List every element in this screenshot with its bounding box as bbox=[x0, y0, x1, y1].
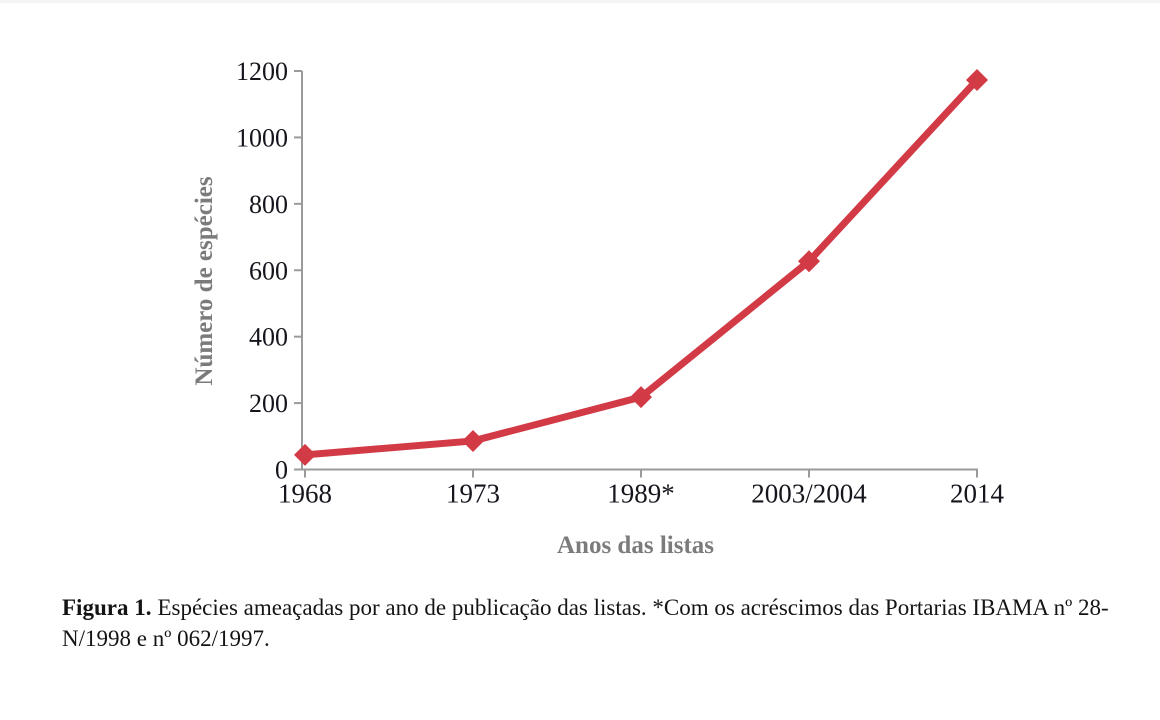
x-tick-label: 1989* bbox=[607, 479, 675, 509]
y-tick-label: 600 bbox=[249, 256, 288, 285]
chart-svg: 0 200 400 600 800 1000 1200 1968 1973 1989* 2003/2… bbox=[191, 57, 1005, 559]
x-tick-label: 2014 bbox=[950, 479, 1005, 509]
y-tick-label: 200 bbox=[249, 389, 288, 418]
figure-caption-text: Espécies ameaçadas por ano de publicação… bbox=[62, 595, 1109, 651]
data-point-marker bbox=[462, 429, 484, 452]
figure-caption-label: Figura 1. bbox=[62, 595, 152, 620]
y-tick-label: 1200 bbox=[236, 57, 288, 86]
data-point-marker bbox=[630, 386, 652, 409]
y-tick-label: 400 bbox=[249, 323, 288, 352]
y-tick-label: 800 bbox=[249, 190, 288, 219]
species-trend-chart: 0 200 400 600 800 1000 1200 1968 1973 1989* 2003/2… bbox=[191, 57, 1005, 559]
x-tick-label: 2003/2004 bbox=[751, 479, 867, 509]
y-tick-label: 1000 bbox=[236, 123, 288, 152]
page-top-edge bbox=[0, 0, 1160, 3]
data-point-marker bbox=[966, 68, 988, 91]
y-axis-title: Número de espécies bbox=[191, 176, 218, 385]
x-axis-title: Anos das listas bbox=[557, 532, 714, 559]
figure-caption: Figura 1. Espécies ameaçadas por ano de p… bbox=[62, 592, 1114, 654]
x-tick-label: 1973 bbox=[446, 479, 500, 509]
data-point-marker bbox=[798, 250, 820, 273]
data-point-marker bbox=[294, 443, 316, 466]
y-tick-label: 0 bbox=[275, 456, 288, 485]
x-tick-label: 1968 bbox=[278, 479, 332, 509]
